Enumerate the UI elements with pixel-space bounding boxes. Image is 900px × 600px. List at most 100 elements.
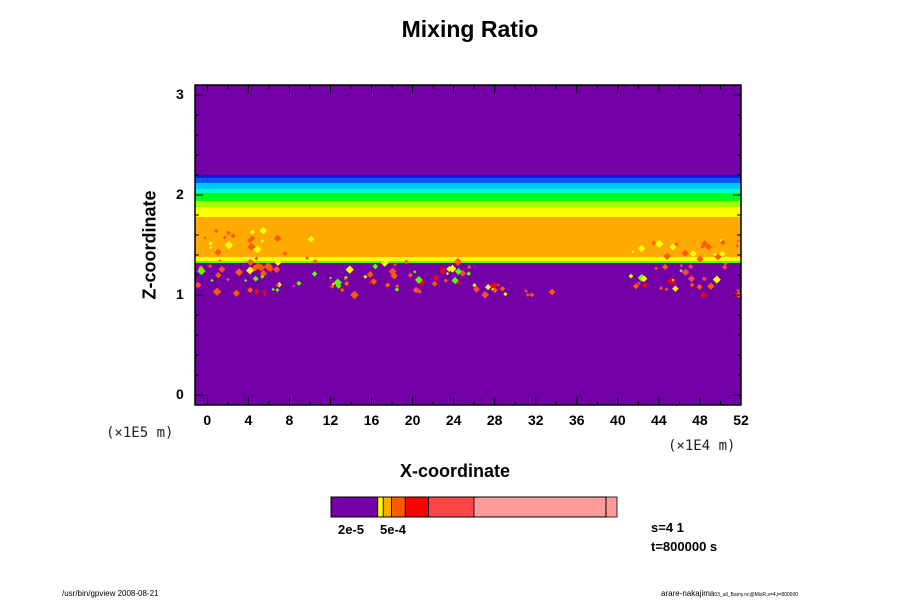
spot-135 — [664, 287, 669, 292]
x-tick-label: 28 — [486, 412, 503, 428]
colorbar-segment-5 — [428, 496, 475, 518]
spot-84 — [350, 290, 359, 300]
spot-63 — [453, 257, 462, 266]
spot-50 — [218, 259, 222, 263]
spot-60 — [209, 246, 213, 250]
colorbar-segment-2 — [382, 496, 392, 518]
spot-155 — [659, 286, 664, 291]
x-tick-label: 44 — [651, 412, 667, 428]
spot-152 — [700, 291, 707, 299]
spot-95 — [454, 267, 462, 275]
x-tick-label: 16 — [363, 412, 380, 428]
band-1 — [195, 175, 741, 178]
band-2 — [195, 178, 741, 183]
spot-3 — [275, 287, 280, 293]
x-tick-label: 8 — [285, 412, 294, 428]
colorbar-frame — [330, 496, 607, 518]
spot-109 — [499, 286, 506, 292]
spot-114 — [481, 291, 490, 299]
colorbar-segment-4 — [404, 496, 430, 518]
spot-22 — [225, 230, 231, 236]
spot-74 — [393, 263, 397, 267]
spot-7 — [245, 257, 250, 262]
spot-52 — [214, 248, 222, 256]
y-tick-label: 1 — [176, 286, 184, 302]
band-9 — [195, 257, 741, 261]
spot-68 — [366, 271, 374, 278]
spot-92 — [339, 287, 345, 293]
x-tick-label: 52 — [733, 412, 749, 428]
spot-136 — [632, 283, 640, 290]
spot-23 — [264, 262, 273, 271]
spot-79 — [363, 274, 368, 279]
spot-90 — [335, 283, 342, 289]
spot-154 — [688, 264, 694, 270]
y-tick-label: 0 — [176, 386, 184, 402]
spot-45 — [247, 287, 254, 294]
spot-57 — [232, 289, 240, 297]
x-tick-label: 32 — [527, 412, 544, 428]
spot-96 — [395, 284, 400, 289]
spot-105 — [467, 264, 472, 270]
spot-18 — [224, 241, 234, 250]
spot-44 — [259, 226, 268, 235]
spot-119 — [473, 285, 480, 293]
spot-17 — [226, 277, 230, 282]
footer-right-main: arare-nakajima — [661, 589, 715, 598]
x-unit-label: (×1E4 m) — [668, 438, 736, 454]
spot-101 — [384, 282, 391, 288]
colorbar-label-2: 5e-4 — [380, 522, 407, 537]
x-tick-label: 40 — [610, 412, 626, 428]
spot-156 — [671, 278, 675, 282]
colorbar-segment-0 — [330, 496, 379, 518]
x-tick-label: 36 — [568, 412, 585, 428]
spot-112 — [490, 282, 498, 289]
spot-147 — [712, 275, 721, 284]
spot-141 — [696, 255, 704, 263]
band-11 — [195, 263, 741, 405]
spot-77 — [445, 271, 450, 276]
band-3 — [195, 183, 741, 189]
footer-right-sub: 03_all_Bamy.nc@MixR,s=4,t=800000 — [714, 592, 798, 598]
spot-164 — [655, 239, 664, 248]
x-axis-label: X-coordinate — [399, 461, 510, 481]
spot-108 — [485, 283, 492, 291]
spot-167 — [723, 261, 728, 266]
spot-121 — [529, 292, 535, 298]
spot-69 — [466, 271, 472, 277]
band-7 — [195, 207, 741, 217]
colorbar-segment-3 — [391, 496, 406, 518]
spot-65 — [345, 265, 354, 274]
band-8 — [195, 217, 741, 257]
spot-55 — [305, 256, 309, 260]
spot-146 — [736, 239, 740, 243]
spot-61 — [260, 274, 265, 279]
spot-118 — [492, 287, 498, 294]
spot-91 — [403, 259, 409, 265]
spot-165 — [700, 240, 709, 248]
spot-27 — [273, 234, 282, 243]
band-6 — [195, 201, 741, 207]
spot-48 — [197, 266, 206, 276]
y-axis-label: Z-coordinate — [139, 190, 160, 300]
colorbar-segment-6 — [473, 496, 618, 518]
spot-80 — [413, 270, 417, 274]
spot-8 — [214, 228, 219, 234]
spot-88 — [412, 286, 420, 294]
spot-140 — [654, 266, 658, 271]
spot-11 — [222, 235, 227, 240]
footer-left: /usr/bin/gpview 2008-08-21 — [62, 589, 159, 598]
band-4 — [195, 189, 741, 193]
spot-130 — [719, 250, 726, 258]
spot-104 — [390, 268, 394, 273]
spot-13 — [210, 278, 214, 283]
spot-106 — [370, 278, 378, 285]
spot-159 — [736, 288, 740, 293]
band-10 — [195, 261, 741, 263]
spot-81 — [329, 276, 332, 280]
spot-6 — [208, 264, 213, 269]
spot-36 — [282, 251, 288, 256]
chart-title: Mixing Ratio — [401, 16, 539, 42]
